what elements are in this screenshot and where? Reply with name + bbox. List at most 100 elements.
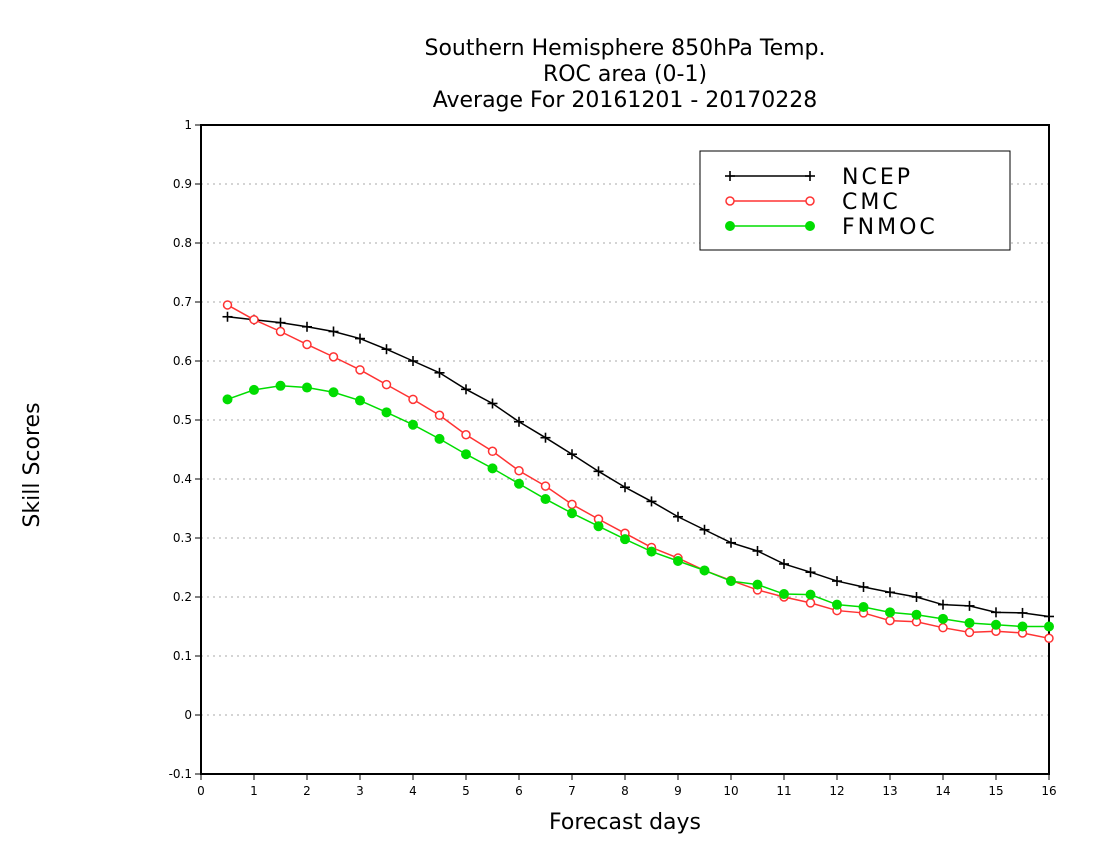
data-point-ncep: [593, 466, 604, 477]
x-tick-label: 4: [409, 784, 417, 798]
axis-ticks: -0.100.10.20.30.40.50.60.70.80.910 1 2 3 4 5 6…: [169, 118, 1057, 798]
data-point-cmc: [540, 481, 551, 491]
data-point-ncep: [673, 511, 683, 522]
data-point-ncep: [832, 576, 842, 587]
x-tick-label: 11: [776, 784, 791, 798]
data-point-fnmoc: [805, 589, 816, 600]
series-fnmoc: [222, 380, 1054, 632]
y-tick-label: 0.9: [173, 177, 192, 191]
data-point-fnmoc: [540, 494, 551, 505]
data-point-cmc: [514, 465, 524, 476]
data-point-ncep: [1017, 607, 1028, 618]
data-point-cmc: [355, 365, 365, 375]
legend-marker-cmc: [805, 196, 815, 206]
data-point-fnmoc: [885, 607, 895, 618]
legend-label-cmc: CMC: [842, 190, 901, 215]
chart-title-line-3: Average For 20161201 - 20170228: [432, 88, 818, 113]
data-point-fnmoc: [222, 394, 233, 405]
data-point-cmc: [381, 379, 392, 390]
x-tick-label: 3: [356, 784, 364, 798]
data-point-cmc: [328, 352, 339, 362]
data-point-cmc: [275, 326, 286, 337]
data-point-fnmoc: [911, 609, 922, 620]
y-tick-label: 0.1: [173, 649, 192, 663]
data-point-fnmoc: [646, 546, 657, 557]
y-tick-label: 0.8: [173, 236, 192, 250]
x-tick-label: 10: [723, 784, 738, 798]
y-tick-label: 0.7: [173, 295, 192, 309]
data-point-fnmoc: [487, 463, 498, 474]
data-point-fnmoc: [991, 619, 1001, 630]
data-point-cmc: [885, 615, 895, 626]
data-point-ncep: [779, 558, 789, 569]
series-line-ncep: [227, 316, 1050, 618]
data-point-ncep: [620, 482, 630, 493]
data-point-cmc: [964, 627, 975, 638]
data-point-cmc: [222, 300, 233, 310]
data-point-cmc: [461, 430, 471, 440]
data-point-fnmoc: [726, 576, 736, 587]
series-cmc: [222, 300, 1054, 644]
data-point-ncep: [408, 356, 418, 366]
data-point-ncep: [514, 416, 524, 427]
legend-marker-ncep: [805, 171, 815, 181]
data-point-fnmoc: [302, 382, 312, 393]
data-point-ncep: [487, 398, 498, 409]
x-tick-label: 16: [1041, 784, 1056, 798]
x-tick-label: 8: [621, 784, 629, 798]
data-point-fnmoc: [964, 617, 975, 628]
x-tick-label: 15: [988, 784, 1003, 798]
data-point-ncep: [461, 384, 471, 395]
data-point-cmc: [805, 598, 816, 608]
y-axis-label: Skill Scores: [20, 402, 45, 528]
data-point-fnmoc: [514, 478, 524, 489]
data-point-ncep: [355, 333, 365, 344]
x-tick-label: 6: [515, 784, 523, 798]
data-point-fnmoc: [381, 407, 392, 418]
legend-marker-ncep: [725, 171, 735, 181]
data-point-ncep: [328, 326, 339, 337]
data-point-cmc: [567, 499, 577, 510]
y-tick-label: 0.2: [173, 590, 192, 604]
data-point-fnmoc: [752, 579, 763, 590]
legend-marker-cmc: [725, 196, 735, 206]
data-point-fnmoc: [328, 387, 339, 398]
data-point-ncep: [699, 524, 710, 535]
data-point-cmc: [434, 410, 445, 421]
data-point-ncep: [1044, 611, 1054, 622]
x-tick-label: 14: [935, 784, 950, 798]
data-point-cmc: [487, 446, 498, 457]
x-tick-label: 9: [674, 784, 682, 798]
data-point-ncep: [885, 587, 895, 598]
data-point-fnmoc: [434, 433, 445, 444]
data-point-ncep: [646, 496, 657, 507]
data-point-fnmoc: [275, 380, 286, 391]
y-tick-label: 0.6: [173, 354, 192, 368]
data-point-fnmoc: [620, 534, 630, 545]
y-tick-label: 0.3: [173, 531, 192, 545]
data-point-cmc: [408, 394, 418, 405]
x-tick-label: 0: [197, 784, 205, 798]
x-tick-label: 1: [250, 784, 258, 798]
data-point-fnmoc: [779, 589, 789, 600]
data-point-ncep: [726, 537, 736, 548]
data-point-ncep: [805, 567, 816, 578]
grid: [201, 183, 1049, 716]
legend-label-fnmoc: FNMOC: [842, 215, 938, 240]
data-point-cmc: [302, 339, 312, 350]
data-point-fnmoc: [461, 449, 471, 460]
x-tick-label: 12: [829, 784, 844, 798]
data-point-fnmoc: [673, 556, 683, 567]
x-tick-label: 2: [303, 784, 311, 798]
x-tick-label: 7: [568, 784, 576, 798]
data-point-ncep: [222, 311, 233, 322]
data-point-fnmoc: [408, 419, 418, 430]
y-tick-label: 0.5: [173, 413, 192, 427]
series-line-fnmoc: [227, 385, 1049, 628]
x-axis-label: Forecast days: [548, 810, 701, 835]
data-point-fnmoc: [1017, 621, 1028, 632]
data-point-fnmoc: [938, 613, 948, 624]
data-point-ncep: [302, 321, 312, 332]
